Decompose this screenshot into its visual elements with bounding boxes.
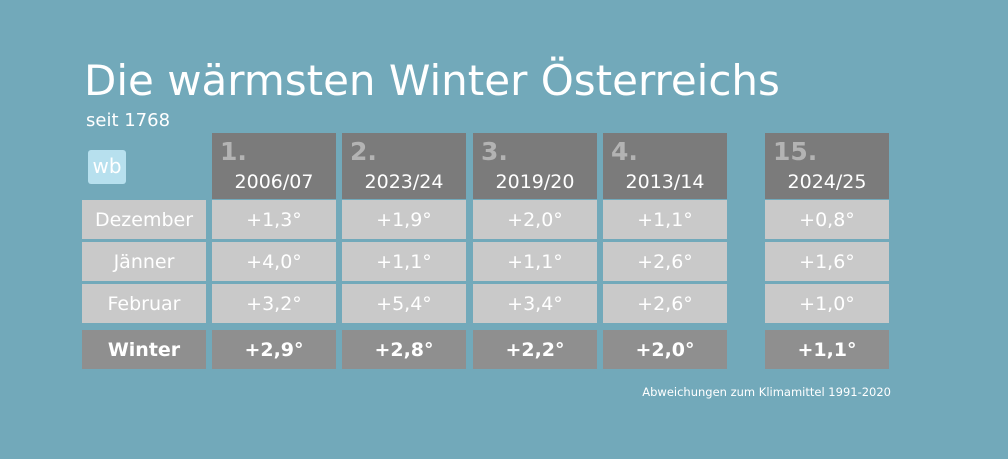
value-cell: +3,2° [212,284,336,323]
value-cell: +1,1° [765,330,889,369]
row-label: Jänner [82,242,206,281]
column-header: 1. 2006/07 [212,133,336,199]
value-cell: +4,0° [212,242,336,281]
row-label: Winter [82,330,206,369]
value-cell: +1,9° [342,200,466,239]
rank: 4. [611,137,638,166]
value-cell: +1,3° [212,200,336,239]
season: 2019/20 [495,171,575,193]
value-cell: +2,6° [603,242,727,281]
season: 2023/24 [364,171,444,193]
value-cell: +1,6° [765,242,889,281]
value-cell: +1,0° [765,284,889,323]
value-cell: +2,9° [212,330,336,369]
logo: wb [88,150,126,184]
value-cell: +3,4° [473,284,597,323]
value-cell: +5,4° [342,284,466,323]
season: 2006/07 [234,171,314,193]
value-cell: +2,8° [342,330,466,369]
title: Die wärmsten Winter Österreichs [84,56,780,105]
value-cell: +2,2° [473,330,597,369]
rank: 15. [773,137,818,166]
rank: 1. [220,137,247,166]
subtitle: seit 1768 [86,110,171,131]
column-header: 4. 2013/14 [603,133,727,199]
value-cell: +0,8° [765,200,889,239]
value-cell: +2,0° [603,330,727,369]
value-cell: +1,1° [603,200,727,239]
row-label: Februar [82,284,206,323]
rank: 3. [481,137,508,166]
column-header: 3. 2019/20 [473,133,597,199]
value-cell: +1,1° [342,242,466,281]
value-cell: +2,6° [603,284,727,323]
value-cell: +1,1° [473,242,597,281]
rank: 2. [350,137,377,166]
column-header: 15. 2024/25 [765,133,889,199]
footnote: Abweichungen zum Klimamittel 1991-2020 [642,385,891,399]
value-cell: +2,0° [473,200,597,239]
season: 2013/14 [625,171,705,193]
row-label: Dezember [82,200,206,239]
season: 2024/25 [787,171,867,193]
column-header: 2. 2023/24 [342,133,466,199]
